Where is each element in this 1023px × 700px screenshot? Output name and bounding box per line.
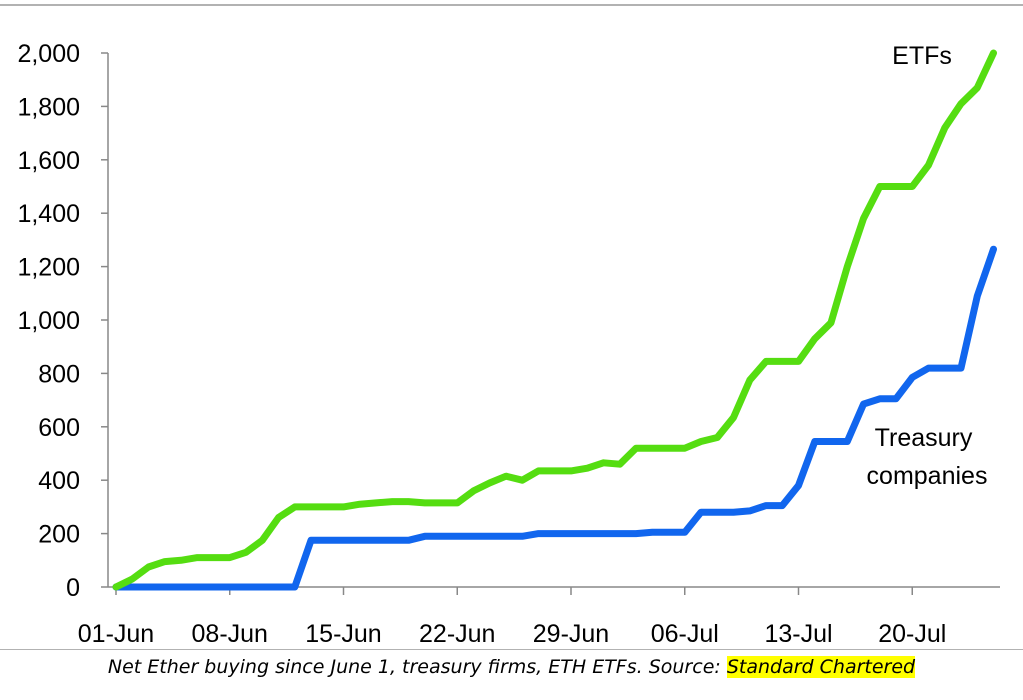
caption-text: Net Ether buying since June 1, treasury … — [107, 656, 727, 678]
treasury-annotation-line2: companies — [867, 462, 988, 490]
etfs-series-line — [112, 49, 997, 591]
treasury-annotation: Treasury companies — [867, 424, 988, 490]
x-tick-label: 08-Jun — [192, 620, 268, 648]
y-tick-label: 1,400 — [17, 200, 80, 228]
x-tick-label: 06-Jul — [651, 620, 719, 648]
x-tick-label: 13-Jul — [764, 620, 832, 648]
y-tick-label: 200 — [38, 521, 80, 549]
x-tick-label: 01-Jun — [78, 620, 154, 648]
y-tick-label: 1,200 — [17, 254, 80, 282]
chart: 0 200 400 600 800 1,000 1,200 1,400 1,600 1,800 2,… — [0, 4, 1023, 650]
x-tick-label: 15-Jun — [305, 620, 381, 648]
y-tick-label: 2,000 — [17, 40, 80, 68]
treasury-annotation-line1: Treasury — [875, 424, 973, 452]
y-tick-label: 800 — [38, 360, 80, 388]
y-tick-label: 1,800 — [17, 93, 80, 121]
x-axis: 01-Jun 08-Jun 15-Jun 22-Jun 29-Jun 06-Jul 13-J… — [78, 586, 1000, 648]
treasury-series-line — [112, 245, 997, 591]
y-tick-label: 1,600 — [17, 147, 80, 175]
caption-source-highlight: Standard Chartered — [726, 656, 916, 678]
y-tick-label: 0 — [66, 574, 80, 602]
series-layer — [112, 49, 997, 591]
y-axis: 0 200 400 600 800 1,000 1,200 1,400 1,600 1,800 2,… — [17, 40, 109, 602]
x-tick-label: 29-Jun — [533, 620, 609, 648]
x-tick-label: 22-Jun — [419, 620, 495, 648]
x-tick-label: 20-Jul — [878, 620, 946, 648]
caption: Net Ether buying since June 1, treasury … — [0, 656, 1023, 678]
etfs-annotation: ETFs — [892, 42, 952, 70]
y-tick-label: 1,000 — [17, 307, 80, 335]
y-tick-label: 600 — [38, 414, 80, 442]
y-tick-label: 400 — [38, 467, 80, 495]
